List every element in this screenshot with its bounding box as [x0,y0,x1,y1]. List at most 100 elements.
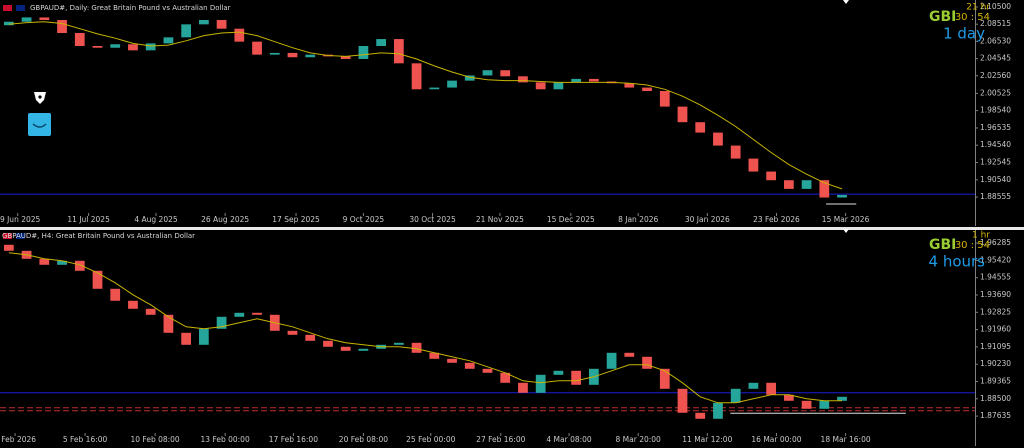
candle [801,400,812,409]
candle [837,396,847,401]
candle [198,20,209,25]
x-tick-label: 18 Mar 16:00 [821,435,871,444]
candle [340,346,351,351]
countdown-hours: 21 hr [966,3,990,13]
candle [642,87,652,92]
symbol-label: GBI [929,9,956,25]
candle [571,370,582,385]
y-tick-label: 1.92825 [980,307,1011,316]
y-tick-label: 1.91095 [980,342,1011,351]
candle [3,244,14,251]
candle [393,342,404,345]
x-tick-label: 26 Aug 2025 [201,215,249,224]
candle [3,21,14,26]
candle [624,83,635,88]
y-tick-label: 1.96535 [980,123,1011,132]
y-tick-label: 1.91960 [980,325,1011,334]
candle [447,358,457,363]
countdown-hours: 1 hr [972,231,990,241]
x-tick-label: 9 Oct 2025 [343,215,385,224]
y-tick-label: 1.94540 [980,140,1011,149]
x-tick-label: 16 Mar 00:00 [751,435,801,444]
candle [588,78,599,82]
candle [606,352,617,369]
x-tick-label: 20 Feb 08:00 [339,435,388,444]
y-tick-label: 1.88500 [980,394,1011,403]
x-tick-label: 11 Jul 2025 [67,215,110,224]
candle [819,400,830,409]
candle [198,328,209,345]
smile-icon[interactable] [28,113,51,136]
x-tick-label: 11 Mar 12:00 [682,435,732,444]
candle [376,39,387,46]
countdown: 30 : 54 [955,12,990,23]
candle [553,82,564,90]
chart-title: GBPAUD#, H4: Great Britain Pound vs Aust… [2,232,195,240]
candle [713,132,723,146]
candle [358,45,369,59]
candle [837,194,847,198]
symbol-label: GBI [929,237,956,253]
y-tick-label: 2.06530 [980,36,1011,45]
candle [500,372,511,383]
candle [766,171,777,181]
y-tick-label: 2.02560 [980,71,1011,80]
candle [39,17,50,21]
candle [269,52,280,55]
candle [57,260,67,265]
pen-icon[interactable] [34,92,46,104]
x-tick-label: 4 Mar 08:00 [546,435,592,444]
candle [128,44,138,51]
x-tick-label: 17 Sep 2025 [272,215,320,224]
candle [464,362,475,369]
candle [518,76,528,83]
candle [553,370,564,375]
x-tick-label: 21 Nov 2025 [476,215,524,224]
countdown: 30 : 54 [955,240,990,251]
flag-icon [3,5,12,11]
y-tick-label: 1.89365 [980,377,1011,386]
candle [340,56,351,59]
shift-marker [843,0,849,4]
candle [411,342,422,353]
shift-marker [843,229,849,233]
x-tick-label: 13 Feb 00:00 [201,435,250,444]
x-tick-label: 5 Feb 16:00 [63,435,108,444]
candle [429,87,440,90]
candle [748,158,759,172]
moving-average [8,252,842,404]
x-tick-label: 10 Feb 08:00 [131,435,180,444]
candle [163,37,174,44]
candle [252,41,262,55]
candle [358,348,369,351]
candle [642,356,652,369]
y-tick-label: 1.87635 [980,411,1011,420]
candle [163,314,174,333]
candle [305,54,316,58]
candle [482,368,493,373]
candle [482,70,493,76]
y-tick-label: 2.08515 [980,19,1011,28]
y-tick-label: 1.93690 [980,290,1011,299]
candle [624,352,635,357]
candle [181,24,192,38]
flag-icon [16,233,25,239]
moving-average [8,21,843,190]
x-tick-label: 15 Dec 2025 [547,215,595,224]
candle [535,82,546,90]
x-tick-label: 17 Feb 16:00 [269,435,318,444]
candle [145,43,156,51]
candle [518,382,528,393]
candle [145,308,156,315]
x-tick-label: 23 Feb 2026 [753,215,800,224]
candle [216,20,227,29]
candle [783,394,794,401]
y-tick-label: 1.96285 [980,238,1011,247]
y-tick-label: 1.88555 [980,192,1011,201]
candle [252,312,262,315]
y-tick-label: 1.90540 [980,175,1011,184]
flag-icon [16,5,25,11]
candle [766,382,777,395]
